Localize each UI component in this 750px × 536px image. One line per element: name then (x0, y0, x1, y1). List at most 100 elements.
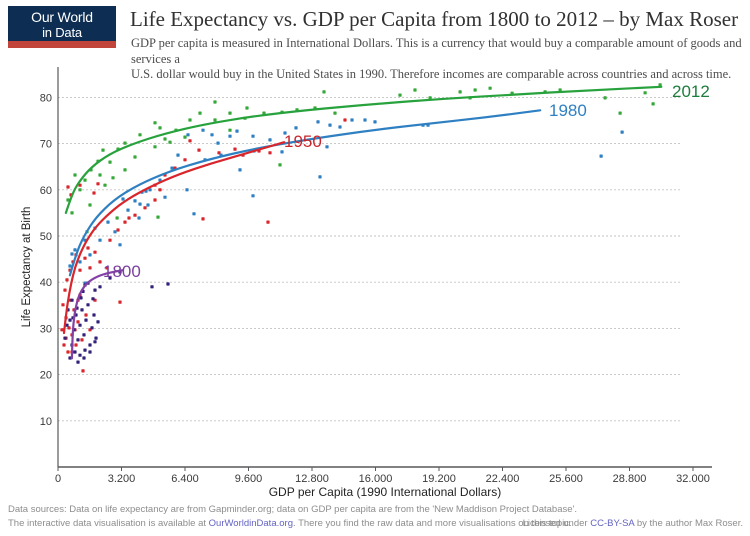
y-tick-20: 20 (40, 370, 52, 382)
footer-license: Licensed under CC-BY-SA by the author Ma… (523, 518, 743, 529)
label-1980: 1980 (549, 101, 587, 120)
point-1950 (62, 343, 66, 347)
point-1800 (108, 276, 112, 280)
x-tick-19200: 19.200 (422, 473, 456, 485)
point-1950 (67, 326, 71, 330)
curve-year-labels: 1950 1980 2012 1800 (103, 82, 710, 281)
point-2012 (228, 128, 232, 132)
point-1800 (63, 336, 67, 340)
point-2012 (133, 155, 137, 159)
point-1980 (201, 128, 205, 132)
point-1980 (78, 260, 82, 264)
point-1950 (127, 216, 131, 220)
x-tick-9600: 9.600 (235, 473, 263, 485)
point-1980 (235, 129, 239, 133)
y-tick-80: 80 (40, 92, 52, 104)
point-2012 (643, 91, 647, 95)
point-1980 (148, 188, 152, 192)
point-1980 (283, 131, 287, 135)
point-1980 (620, 130, 624, 134)
curve-1980 (68, 109, 542, 277)
point-2012 (103, 183, 107, 187)
point-1980 (146, 203, 150, 207)
point-2012 (156, 215, 160, 219)
footer-data-sources: Data sources: Data on life expectancy ar… (8, 504, 577, 515)
point-1980 (138, 202, 142, 206)
y-tick-30: 30 (40, 323, 52, 335)
point-1800 (78, 353, 82, 357)
point-1800 (93, 288, 97, 292)
point-2012 (70, 211, 74, 215)
y-tick-50: 50 (40, 231, 52, 243)
point-1950 (78, 183, 82, 187)
point-1950 (92, 191, 96, 195)
point-1800 (65, 323, 69, 327)
point-1980 (186, 133, 190, 137)
point-1980 (318, 175, 322, 179)
point-1950 (116, 228, 120, 232)
point-1950 (60, 328, 64, 332)
point-1950 (61, 303, 65, 307)
point-1800 (80, 308, 84, 312)
point-2012 (333, 111, 337, 115)
scatter-points (60, 83, 662, 373)
point-1800 (73, 350, 77, 354)
point-1980 (280, 150, 284, 154)
point-2012 (213, 100, 217, 104)
y-axis-label: Life Expectancy at Birth (21, 207, 33, 328)
point-1800 (90, 326, 94, 330)
ourworldindata-link[interactable]: OurWorldinData.org (208, 518, 293, 529)
y-tick-60: 60 (40, 185, 52, 197)
point-1800 (84, 318, 88, 322)
point-1980 (113, 230, 117, 234)
point-1800 (78, 323, 82, 327)
point-1980 (176, 153, 180, 157)
cc-by-sa-link[interactable]: CC-BY-SA (590, 518, 635, 529)
y-tick-10: 10 (40, 416, 52, 428)
license-post: by the author Max Roser. (634, 518, 743, 529)
trend-curves (62, 85, 663, 360)
x-tick-0: 0 (55, 473, 61, 485)
point-1800 (150, 285, 154, 289)
point-1950 (123, 220, 127, 224)
point-1980 (328, 123, 332, 127)
point-1950 (93, 250, 97, 254)
point-2012 (188, 118, 192, 122)
x-tick-6400: 6.400 (171, 473, 199, 485)
point-2012 (398, 93, 402, 97)
tick-labels: 10 20 30 40 50 60 70 80 0 3.200 6.400 9.600 12.800 16… (40, 92, 710, 485)
point-1950 (108, 238, 112, 242)
point-1980 (251, 194, 255, 198)
point-1950 (63, 288, 67, 292)
point-1950 (88, 266, 92, 270)
point-1950 (266, 220, 270, 224)
point-1980 (133, 199, 137, 203)
x-axis-label: GDP per Capita (1990 International Dolla… (269, 485, 502, 499)
point-2012 (88, 203, 92, 207)
point-1950 (197, 148, 201, 152)
points-1800 (63, 270, 170, 364)
point-1950 (268, 151, 272, 155)
point-2012 (558, 88, 562, 92)
label-1950: 1950 (284, 132, 322, 151)
point-1980 (126, 208, 130, 212)
point-1980 (228, 134, 232, 138)
point-1950 (65, 278, 69, 282)
point-1800 (82, 356, 86, 360)
points-1950 (60, 118, 347, 373)
x-tick-3200: 3.200 (108, 473, 136, 485)
points-1980 (68, 118, 624, 285)
point-1980 (251, 134, 255, 138)
point-1950 (105, 266, 109, 270)
point-2012 (213, 118, 217, 122)
point-1800 (83, 348, 87, 352)
logo-line1: Our World (31, 9, 93, 25)
point-1980 (88, 253, 92, 257)
point-1800 (68, 356, 72, 360)
x-tick-32000: 32.000 (676, 473, 710, 485)
label-1800: 1800 (103, 262, 141, 281)
point-1980 (68, 264, 72, 268)
point-1980 (121, 197, 125, 201)
point-1980 (363, 118, 367, 122)
